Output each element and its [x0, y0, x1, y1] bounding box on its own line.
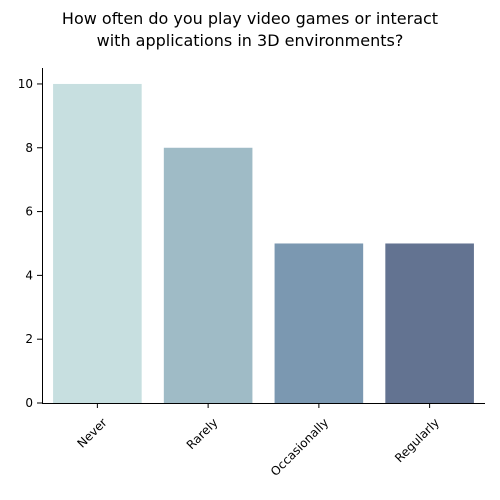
bar-never [53, 83, 142, 403]
bars-layer [53, 83, 474, 403]
chart-title-line-1: How often do you play video games or int… [62, 9, 438, 28]
y-tick-label-2: 2 [25, 332, 33, 346]
y-axis-ticks: 0 2 4 6 8 10 [18, 77, 42, 410]
y-tick-label-10: 10 [18, 77, 33, 91]
y-tick-label-6: 6 [25, 205, 33, 219]
bar-rarely [163, 147, 253, 403]
chart-title-line-2: with applications in 3D environments? [97, 31, 404, 50]
x-tick-label-rarely: Rarely [184, 415, 221, 452]
bar-occasionally [274, 243, 364, 403]
bar-regularly [385, 243, 474, 403]
x-axis-ticks: Never Rarely Occasionally Regularly [75, 403, 442, 479]
x-tick-label-never: Never [75, 415, 110, 450]
y-tick-label-0: 0 [25, 396, 33, 410]
y-tick-label-8: 8 [25, 141, 33, 155]
y-tick-label-4: 4 [25, 268, 33, 282]
x-tick-label-regularly: Regularly [392, 415, 442, 465]
x-tick-label-occasionally: Occasionally [268, 415, 331, 478]
